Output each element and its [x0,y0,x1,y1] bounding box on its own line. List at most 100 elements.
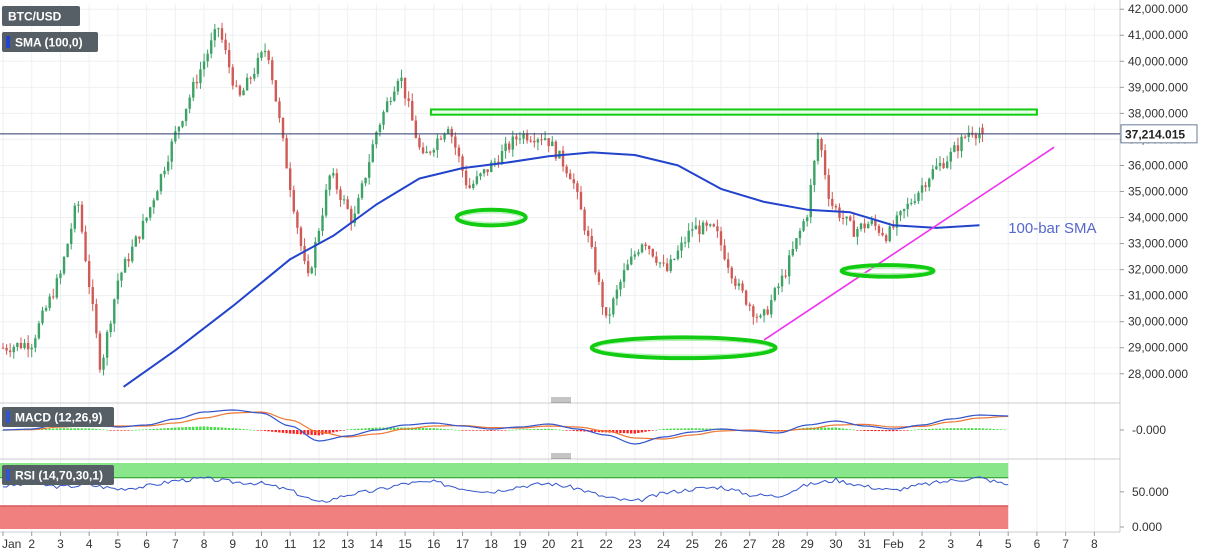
macd-histogram-bar [446,429,450,430]
x-tick-label: 13 [341,537,355,551]
macd-histogram-bar [292,430,295,434]
macd-histogram-bar [310,430,313,435]
candle [310,265,313,275]
macd-histogram-bar [536,429,540,430]
candle [680,236,683,258]
macd-histogram-bar [123,430,127,431]
macd-histogram-bar [163,428,166,430]
candle [163,166,166,178]
macd-histogram-bar [475,430,478,431]
macd-histogram-bar [156,428,159,430]
macd-histogram-bar [924,429,927,430]
x-tick-label: 10 [255,537,269,551]
macd-histogram-bar [256,430,259,431]
sma-indicator-label: SMA (100,0) [15,36,83,50]
candle [138,236,141,244]
macd-histogram-bar [662,428,665,430]
grid [0,0,1121,533]
x-axis: Jan 2 3 4 5 6 7 8 9 10 11 12 13 14 15 16 17 18 19 20 21 22 23 2… [2,532,1098,551]
candle [472,180,475,190]
x-tick-label: 7 [1062,537,1069,551]
x-tick-label: 4 [86,537,93,551]
macd-tick-label: -0.000 [1132,423,1166,437]
macd-histogram-bar [938,428,942,430]
candle [249,76,252,85]
candle [192,77,195,102]
support-ellipse[interactable] [454,207,528,228]
macd-histogram-bar [227,427,231,430]
macd-histogram-bar [166,428,170,430]
price-tick-label: 40,000.000 [1128,54,1188,68]
candle [511,130,514,157]
macd-histogram-bar [651,430,654,431]
rsi-resize-handle[interactable] [551,453,571,459]
candle [306,254,310,277]
candle [586,225,590,243]
macd-histogram-bar [231,428,234,430]
macd-histogram-bar [468,430,471,431]
sma-color-swatch [6,36,10,48]
macd-histogram-bar [985,428,988,430]
macd-histogram-bar [421,427,425,430]
candle [888,222,891,243]
candle [949,147,952,170]
macd-histogram-bar [874,430,877,432]
candle [23,338,26,350]
candle [522,130,525,144]
candle [572,173,576,190]
sma-indicator-label-box[interactable] [2,32,98,52]
candle [974,132,978,146]
symbol-label-box[interactable] [2,6,80,26]
macd-histogram-bar [482,430,486,431]
candle [479,172,482,181]
candle [396,78,400,96]
macd-histogram-bar [346,429,349,430]
support-trendline[interactable] [763,146,1055,341]
macd-histogram-bar [102,429,105,431]
candle [633,250,637,260]
resistance-band[interactable] [429,108,1038,116]
candle [414,115,418,139]
candle [691,222,694,237]
x-tick-label: 15 [398,537,412,551]
support-ellipse[interactable] [839,263,936,279]
candle [220,22,224,43]
macd-resize-handle[interactable] [551,397,571,403]
support-ellipse[interactable] [589,335,778,361]
x-tick-label: 25 [686,537,700,551]
candle [113,298,116,332]
candle [30,343,33,358]
macd-histogram-bar [612,430,615,433]
candle [554,140,558,161]
macd-histogram-bar [633,430,636,434]
macd-histogram-bar [145,429,148,430]
macd-histogram-bar [296,430,299,435]
macd-label-box[interactable] [2,407,114,427]
macd-histogram-bar [479,430,482,431]
macd-histogram-bar [357,428,360,430]
macd-histogram-bar [953,428,956,430]
candle [335,168,339,195]
rsi-label-box[interactable] [2,465,114,485]
macd-histogram-bar [62,428,66,430]
macd-histogram-bar [698,428,701,430]
candle [152,197,155,214]
candle [393,86,396,102]
macd-histogram-bar [655,430,658,431]
candle [884,233,888,244]
macd-histogram-bar [629,430,633,434]
candle [673,258,676,261]
macd-histogram-bar [299,430,303,435]
macd-histogram-bar [708,428,712,430]
macd-histogram-bar [335,430,338,432]
candle [418,134,421,150]
candle [245,73,249,91]
macd-histogram-bar [576,430,579,432]
candle [41,306,44,326]
candle [874,214,877,231]
candle [73,203,76,233]
macd-histogram-bar [87,428,91,430]
candle [210,32,213,59]
candle [105,329,109,366]
candle [881,227,884,237]
